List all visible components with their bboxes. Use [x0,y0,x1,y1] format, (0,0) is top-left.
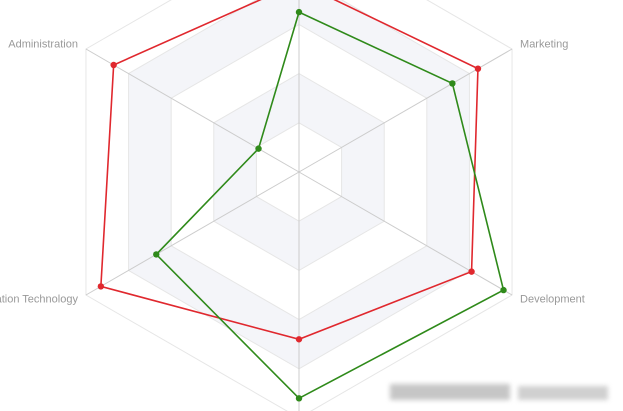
axis-label: Marketing [520,38,568,50]
series-point [97,283,105,290]
series-point [110,61,117,69]
series-point [295,395,303,402]
series-point [153,251,160,258]
axis-label: Information Technology [0,293,78,305]
series-point [295,8,303,16]
series-point [474,65,482,72]
series-point [255,145,262,152]
axis-line [298,171,513,296]
axis-line [85,48,300,173]
series-point [468,268,475,275]
axis-label: Development [520,293,585,305]
axis-label: Administration [8,38,78,50]
watermark [390,384,608,400]
axis-line [85,171,300,296]
series-point [500,286,507,294]
radar: Administration Information Technology Deve… [0,0,585,411]
series-point [295,336,303,343]
series-point [449,80,456,87]
